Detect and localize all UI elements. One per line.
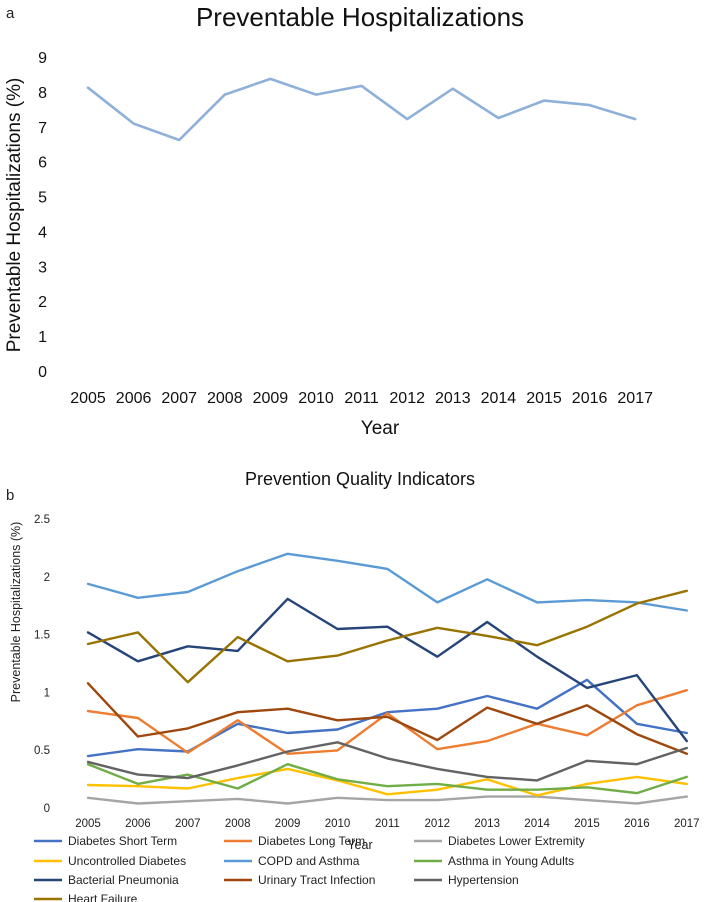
chart-a-x-tick: 2012 <box>389 390 425 407</box>
chart-a-x-tick: 2006 <box>116 390 152 407</box>
chart-a-series-preventable-hospitalizations <box>86 77 637 142</box>
chart-b-xlabel: Year <box>347 838 372 852</box>
legend-label-hypertension: Hypertension <box>448 873 519 887</box>
legend-label-heart-failure: Heart Failure <box>68 892 138 902</box>
chart-b-y-tick: 2.5 <box>34 514 50 526</box>
chart-b-series-copd-and-asthma <box>86 552 688 612</box>
legend-label-bacterial-pneumonia: Bacterial Pneumonia <box>68 873 179 887</box>
legend-label-diabetes-long-term: Diabetes Long Term <box>258 834 365 848</box>
chart-b-x-tick: 2005 <box>75 818 101 830</box>
chart-b-legend: Diabetes Short Term Diabetes Long Term Dia… <box>34 834 585 902</box>
chart-a-y-tick: 1 <box>38 329 47 346</box>
chart-b-series-asthma-in-young-adults <box>86 763 688 795</box>
chart-b-x-tick: 2012 <box>425 818 451 830</box>
chart-b-series-uncontrolled-diabetes <box>86 767 688 797</box>
chart-a-y-tick: 5 <box>38 190 47 207</box>
chart-a-x-tick: 2005 <box>70 390 106 407</box>
chart-b-y-tick: 1.5 <box>34 630 50 642</box>
chart-a-y-tick: 0 <box>38 364 47 381</box>
chart-b-x-tick: 2017 <box>674 818 700 830</box>
chart-b-x-tick: 2011 <box>375 818 400 830</box>
chart-a-x-tick: 2007 <box>161 390 197 407</box>
panel-a-label: a <box>6 5 15 22</box>
chart-b-series-hypertension <box>86 741 688 782</box>
legend-label-uncontrolled-diabetes: Uncontrolled Diabetes <box>68 854 186 868</box>
legend-label-asthma-in-young-adults: Asthma in Young Adults <box>448 854 574 868</box>
chart-a-y-tick: 2 <box>38 294 47 311</box>
chart-a-x-tick: 2009 <box>253 390 289 407</box>
chart-b-series-heart-failure <box>86 589 688 684</box>
chart-b-ylabel: Preventable Hospitalizations (%) <box>9 522 23 703</box>
legend-label-diabetes-lower-extremity: Diabetes Lower Extremity <box>448 834 585 848</box>
chart-b-x-tick: 2013 <box>474 818 500 830</box>
chart-a-y-tick: 4 <box>38 224 47 241</box>
chart-panel-a: a Preventable Hospitalizations Preventab… <box>4 2 653 439</box>
chart-b-x-tick: 2010 <box>325 818 351 830</box>
chart-b-series-urinary-tract-infection <box>86 682 688 755</box>
chart-a-y-tick: 7 <box>38 120 47 137</box>
chart-b-series-diabetes-long-term <box>86 689 688 755</box>
chart-b-x-tick: 2009 <box>275 818 301 830</box>
chart-b-series-diabetes-lower-extremity <box>86 795 688 805</box>
chart-a-y-tick: 9 <box>38 50 47 67</box>
chart-b-title: Prevention Quality Indicators <box>245 469 475 489</box>
chart-b-x-tick: 2014 <box>524 818 550 830</box>
chart-a-y-tick: 3 <box>38 259 47 276</box>
chart-b-x-tick: 2016 <box>624 818 650 830</box>
chart-b-series-bacterial-pneumonia <box>86 597 688 743</box>
chart-a-x-tick: 2013 <box>435 390 471 407</box>
legend-label-diabetes-short-term: Diabetes Short Term <box>68 834 177 848</box>
chart-a-x-tick: 2014 <box>481 390 517 407</box>
panel-b-label: b <box>6 487 14 504</box>
chart-panel-b: b Prevention Quality Indicators Preventa… <box>6 469 700 902</box>
chart-a-title: Preventable Hospitalizations <box>196 2 524 32</box>
chart-a-x-tick: 2016 <box>572 390 608 407</box>
chart-a-x-tick: 2017 <box>617 390 653 407</box>
chart-a-x-tick: 2010 <box>298 390 334 407</box>
chart-a-xlabel: Year <box>361 418 400 439</box>
chart-b-x-tick: 2007 <box>175 818 201 830</box>
chart-a-y-tick: 6 <box>38 155 47 172</box>
chart-a-y-tick: 8 <box>38 85 47 102</box>
legend-label-urinary-tract-infection: Urinary Tract Infection <box>258 873 375 887</box>
chart-a-x-tick: 2008 <box>207 390 243 407</box>
chart-b-x-tick: 2008 <box>225 818 251 830</box>
legend-label-copd-and-asthma: COPD and Asthma <box>258 854 360 868</box>
chart-a-x-tick: 2015 <box>526 390 562 407</box>
chart-b-y-tick: 0 <box>44 803 50 815</box>
chart-b-y-tick: 1 <box>44 687 50 699</box>
chart-b-y-tick: 0.5 <box>34 745 50 757</box>
chart-b-x-tick: 2015 <box>574 818 600 830</box>
chart-b-x-tick: 2006 <box>125 818 151 830</box>
chart-a-x-tick: 2011 <box>344 390 379 407</box>
chart-b-y-tick: 2 <box>44 572 50 584</box>
chart-a-ylabel: Preventable Hospitalizations (%) <box>4 78 25 353</box>
